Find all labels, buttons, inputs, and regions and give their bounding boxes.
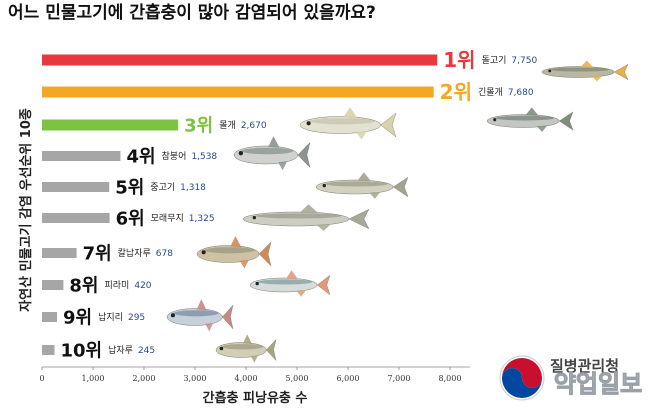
value-label: 245 xyxy=(138,346,155,356)
species-name: 피라미 xyxy=(105,280,130,291)
y-axis-label: 자연산 민물고기 감염 우선순위 10종 xyxy=(18,108,34,312)
x-axis-label: 간흡충 피낭유충 수 xyxy=(203,390,308,406)
rank-label: 6위 xyxy=(116,208,145,229)
rank-label: 9위 xyxy=(63,307,92,328)
fish-images-group xyxy=(166,60,629,363)
taegeuk-emblem xyxy=(499,355,545,401)
value-label: 295 xyxy=(128,313,145,323)
fish-illustration xyxy=(249,270,331,297)
rank-label: 3위 xyxy=(184,115,213,136)
agency-logo: 질병관리청 약업일보 xyxy=(499,355,643,401)
bar xyxy=(42,248,77,258)
agency-name: 질병관리청 xyxy=(550,357,619,375)
value-label: 678 xyxy=(156,249,173,259)
value-label: 1,325 xyxy=(189,214,215,224)
fish-illustration xyxy=(242,204,370,231)
fish-illustration xyxy=(166,299,234,332)
x-tick-label: 6,000 xyxy=(337,374,360,383)
x-tick-label: 1,000 xyxy=(82,374,105,383)
rank-label: 1위 xyxy=(443,48,475,72)
x-axis: 0 1,000 2,000 3,000 4,000 5,000 6,000 7,000 8,00… xyxy=(39,366,470,383)
fish-illustration xyxy=(299,107,397,140)
bar xyxy=(42,182,110,192)
fish-illustration xyxy=(215,334,277,363)
bar xyxy=(42,345,55,355)
bar xyxy=(42,86,434,98)
fish-illustration xyxy=(541,60,629,82)
species-name: 긴몰개 xyxy=(478,87,503,98)
species-name: 납지리 xyxy=(98,312,123,323)
rank-label: 5위 xyxy=(115,177,144,198)
bar xyxy=(42,151,121,161)
fish-illustration xyxy=(315,172,409,199)
chart-title: 어느 민물고기에 간흡충이 많아 감염되어 있을까요? xyxy=(8,2,376,23)
bar xyxy=(42,312,58,322)
x-tick-label: 3,000 xyxy=(184,374,207,383)
value-label: 2,670 xyxy=(241,121,267,131)
value-label: 1,538 xyxy=(191,152,217,162)
bar xyxy=(42,213,110,223)
species-name: 칼납자루 xyxy=(118,248,151,259)
rank-label: 8위 xyxy=(69,275,98,296)
watermark-text: 약업일보 xyxy=(554,370,642,398)
value-label: 1,318 xyxy=(180,183,206,193)
x-tick-label: 8,000 xyxy=(439,374,462,383)
bars-group: 1위 돌고기 7,750 2위 긴몰개 7,680 3위 몰개 2,670 4위 참붕어 1,538 5… xyxy=(42,48,537,361)
x-tick-label: 7,000 xyxy=(388,374,411,383)
x-tick-label: 0 xyxy=(39,374,44,383)
bar xyxy=(42,280,64,290)
species-name: 모래무지 xyxy=(151,213,184,224)
bar xyxy=(42,54,438,66)
x-tick-label: 4,000 xyxy=(235,374,258,383)
bar xyxy=(42,119,179,131)
rank-label: 10위 xyxy=(60,340,102,361)
x-tick-label: 5,000 xyxy=(286,374,309,383)
fish-illustration xyxy=(233,136,311,171)
value-label: 420 xyxy=(134,281,151,291)
value-label: 7,750 xyxy=(511,56,537,66)
rank-label: 2위 xyxy=(440,80,472,104)
species-name: 납자루 xyxy=(108,345,133,356)
value-label: 7,680 xyxy=(508,88,534,98)
species-name: 중고기 xyxy=(150,182,175,193)
species-name: 몰개 xyxy=(219,120,236,131)
rank-label: 4위 xyxy=(126,146,155,167)
species-name: 참붕어 xyxy=(162,151,187,162)
rank-label: 7위 xyxy=(83,243,112,264)
x-tick-label: 2,000 xyxy=(133,374,156,383)
fish-illustration xyxy=(196,236,272,269)
fish-illustration xyxy=(486,107,574,133)
species-name: 돌고기 xyxy=(482,55,507,66)
